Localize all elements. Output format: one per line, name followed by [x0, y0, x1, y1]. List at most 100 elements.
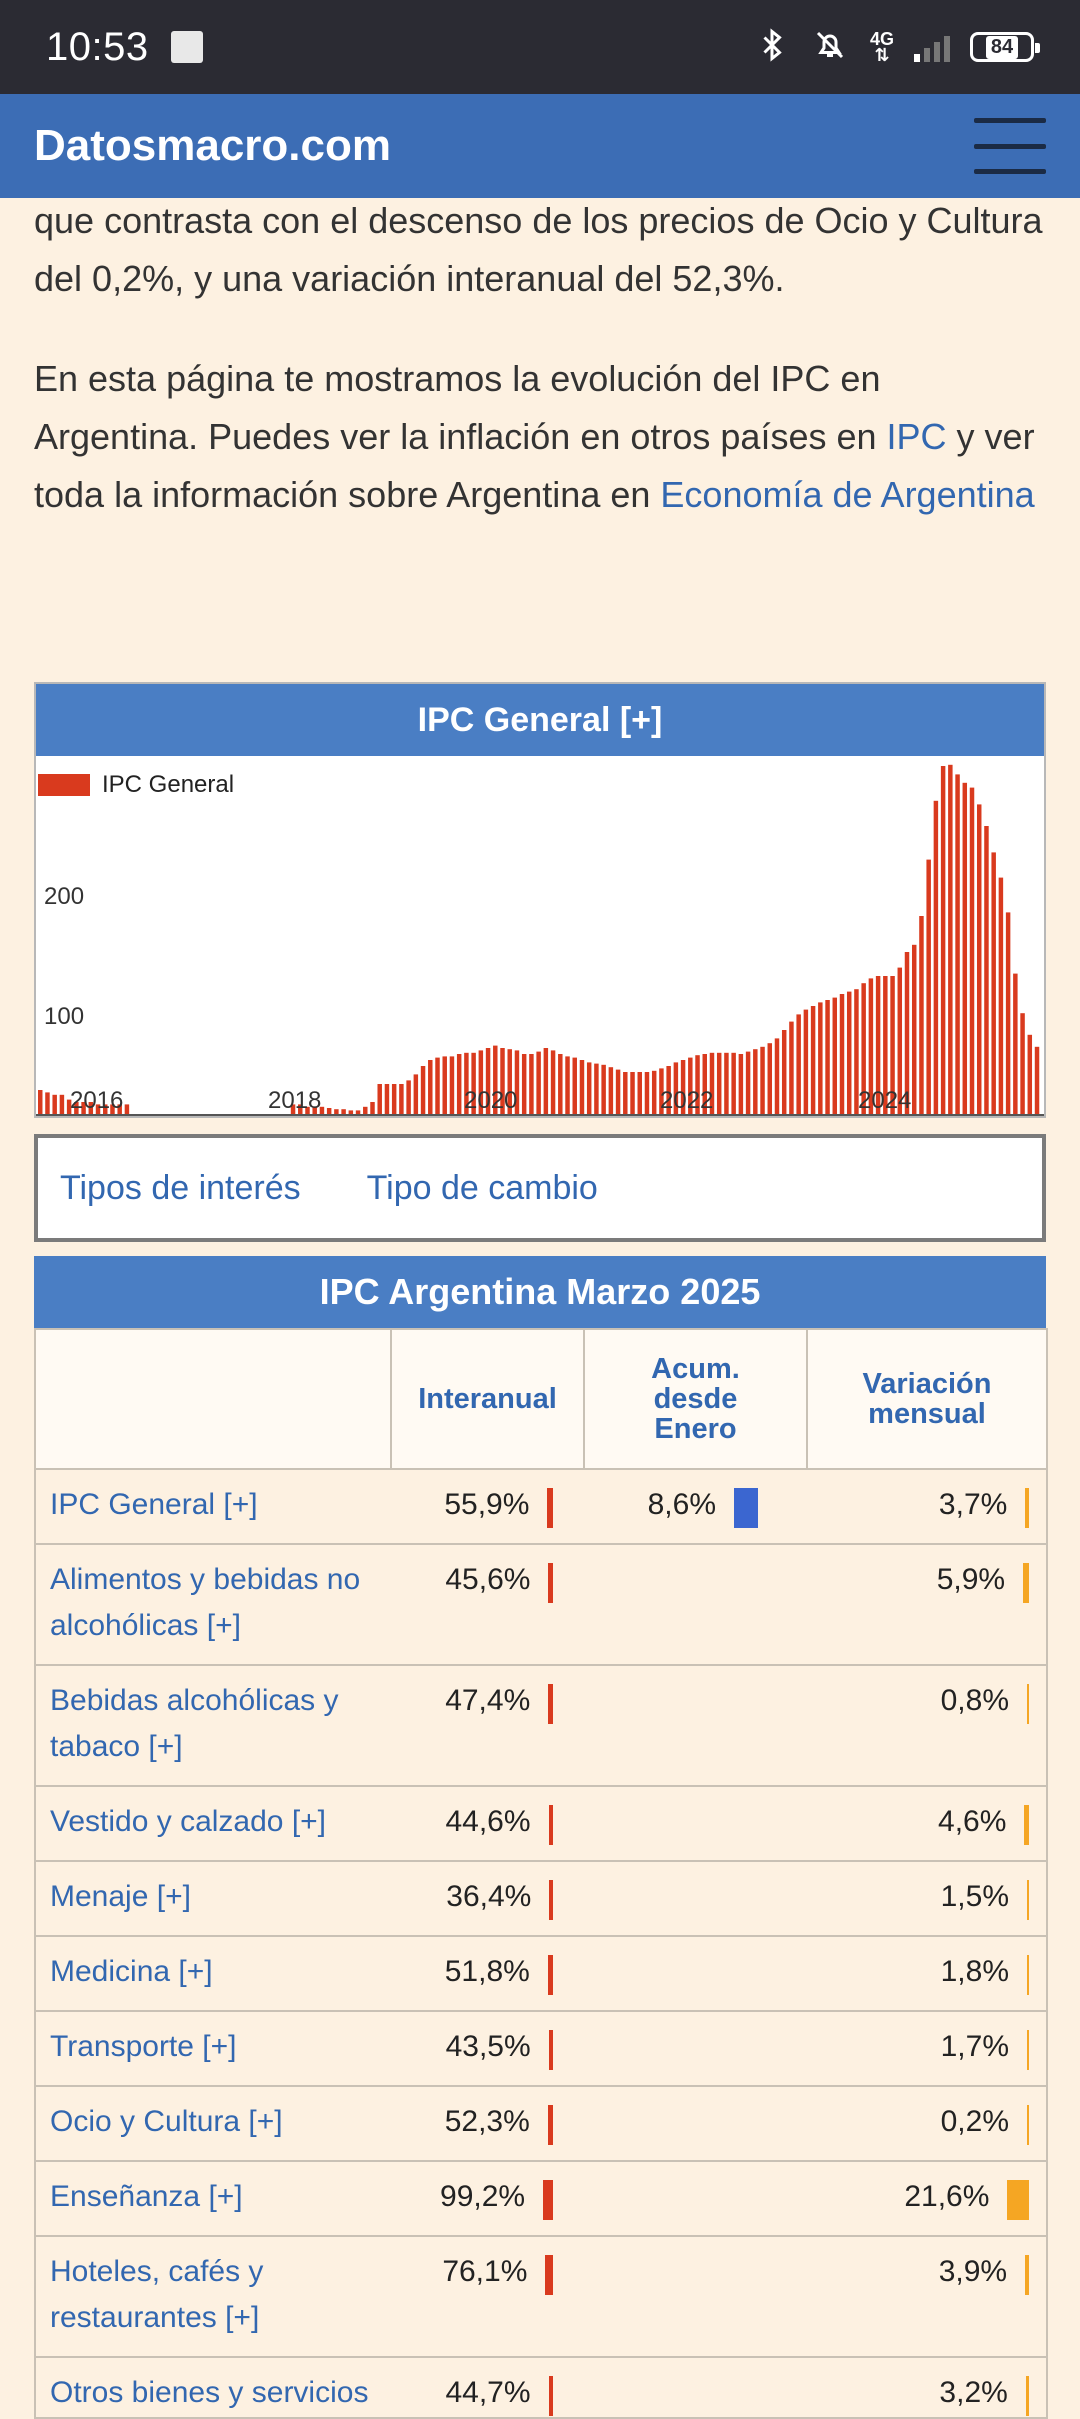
table-row: Alimentos y bebidas no alcohólicas [+] 45… — [34, 1543, 1048, 1666]
value-bar — [548, 1805, 553, 1845]
chart-bar — [868, 978, 874, 1114]
chart-bar — [290, 1104, 296, 1114]
signal-icon — [914, 32, 950, 62]
notification-icon — [170, 31, 203, 63]
legend-swatch — [38, 774, 90, 796]
category-link[interactable]: Alimentos y bebidas no alcohólicas [+] — [50, 1563, 361, 1642]
chart-bar — [507, 1049, 512, 1114]
interanual-value: 51,8% — [444, 1955, 530, 1988]
chart-bar — [731, 1052, 736, 1114]
chart-bar — [521, 1054, 527, 1114]
related-links-box: Tipos de interés Tipo de cambio — [34, 1134, 1046, 1242]
category-link[interactable]: Vestido y calzado [+] — [50, 1805, 327, 1838]
chart-bar — [478, 1050, 484, 1114]
chart-bar — [348, 1110, 354, 1114]
chart-bar — [312, 1106, 317, 1114]
chart-bar — [514, 1050, 520, 1114]
chart-bar — [594, 1063, 599, 1114]
category-link[interactable]: Medicina [+] — [50, 1955, 213, 1988]
category-link[interactable]: Hoteles, cafés y restaurantes [+] — [50, 2255, 264, 2334]
chart-bar — [796, 1014, 801, 1114]
chart-bar — [904, 952, 910, 1114]
chart-bar — [955, 774, 960, 1114]
chart-bar — [601, 1064, 606, 1114]
header-acumulado[interactable]: Acum. desde Enero — [583, 1328, 808, 1470]
header-empty — [34, 1328, 392, 1470]
chart-bar — [341, 1109, 346, 1114]
site-header: Datosmacro.com — [0, 94, 1080, 198]
table-row: Bebidas alcohólicas y tabaco [+] 47,4% 0,8… — [34, 1664, 1048, 1787]
chart-bar — [883, 976, 888, 1114]
chart-bar — [760, 1046, 765, 1114]
chart-bar — [818, 1002, 823, 1114]
chart-bar — [998, 877, 1004, 1114]
chart-bar — [933, 800, 939, 1114]
chart-bar — [745, 1051, 751, 1114]
category-link[interactable]: Ocio y Cultura [+] — [50, 2105, 283, 2138]
chart-bar — [391, 1084, 397, 1114]
value-bar — [549, 1880, 553, 1920]
category-link[interactable]: Enseñanza [+] — [50, 2180, 243, 2213]
value-bar — [547, 1488, 553, 1528]
category-link[interactable]: IPC General [+] — [50, 1488, 258, 1521]
value-bar — [1007, 2180, 1029, 2220]
value-bar — [548, 2376, 553, 2416]
chart-bar — [493, 1045, 498, 1114]
chart-bar — [355, 1110, 361, 1114]
value-bar — [548, 2030, 553, 2070]
chart-bar — [666, 1066, 671, 1114]
category-link[interactable]: Bebidas alcohólicas y tabaco [+] — [50, 1684, 339, 1763]
chart-bar — [124, 1104, 130, 1114]
status-bar: 10:53 4G ⇅ 84 — [0, 0, 1080, 94]
chart-bar — [810, 1006, 816, 1114]
table-row: Ocio y Cultura [+] 52,3% 0,2% — [34, 2085, 1048, 2162]
table-row: Menaje [+] 36,4% 1,5% — [34, 1860, 1048, 1937]
chart-bar — [890, 976, 895, 1114]
chart-bar — [59, 1094, 65, 1114]
chart-bar — [709, 1052, 715, 1114]
chart-bar — [456, 1054, 462, 1114]
category-link[interactable]: Otros bienes y servicios — [50, 2376, 369, 2409]
chart-bar — [1020, 1013, 1025, 1114]
chart-bar — [74, 1102, 79, 1114]
chart-bar — [911, 944, 917, 1114]
hamburger-menu-icon[interactable] — [974, 118, 1046, 174]
chart-bar — [637, 1072, 642, 1114]
table-row: IPC General [+] 55,9% 8,6% 3,7% — [34, 1468, 1048, 1545]
x-tick-label: 2020 — [464, 1087, 517, 1114]
mensual-value: 0,8% — [940, 1684, 1009, 1717]
chart-bar — [846, 991, 852, 1114]
chart-bar — [399, 1084, 404, 1114]
value-bar — [1024, 1805, 1029, 1845]
chart-bar — [558, 1054, 563, 1114]
chart-bar — [305, 1106, 310, 1114]
x-tick-label: 2022 — [660, 1087, 713, 1114]
chart-title[interactable]: IPC General [+] — [36, 684, 1044, 756]
category-link[interactable]: Menaje [+] — [50, 1880, 191, 1913]
intro-paragraph-2: En esta página te mostramos la evolución… — [34, 358, 1035, 515]
tipos-interes-link[interactable]: Tipos de interés — [60, 1168, 301, 1207]
mensual-value: 1,5% — [940, 1880, 1009, 1913]
header-variacion-mensual[interactable]: Variación mensual — [806, 1328, 1048, 1470]
chart-bar — [413, 1074, 419, 1114]
chart-bar — [781, 1030, 787, 1114]
chart-bar — [673, 1062, 679, 1114]
value-bar — [1025, 2376, 1029, 2416]
ipc-link[interactable]: IPC — [886, 416, 947, 457]
chart-bar — [536, 1051, 541, 1114]
chart-bar — [803, 1009, 809, 1114]
chart-bar — [370, 1102, 375, 1114]
category-link[interactable]: Transporte [+] — [50, 2030, 237, 2063]
chart-bar — [969, 787, 975, 1114]
brand-logo-link[interactable]: Datosmacro.com — [34, 121, 392, 170]
header-interanual[interactable]: Interanual — [390, 1328, 585, 1470]
mensual-value: 3,2% — [939, 2376, 1008, 2409]
value-bar — [543, 2180, 553, 2220]
economia-argentina-link[interactable]: Economía de Argentina — [660, 474, 1035, 515]
interanual-value: 99,2% — [440, 2180, 526, 2213]
tipo-cambio-link[interactable]: Tipo de cambio — [366, 1168, 598, 1207]
chart-bar — [45, 1092, 50, 1114]
chart-bar — [363, 1106, 368, 1114]
table-row: Vestido y calzado [+] 44,6% 4,6% — [34, 1785, 1048, 1862]
chart-bar — [117, 1104, 122, 1114]
